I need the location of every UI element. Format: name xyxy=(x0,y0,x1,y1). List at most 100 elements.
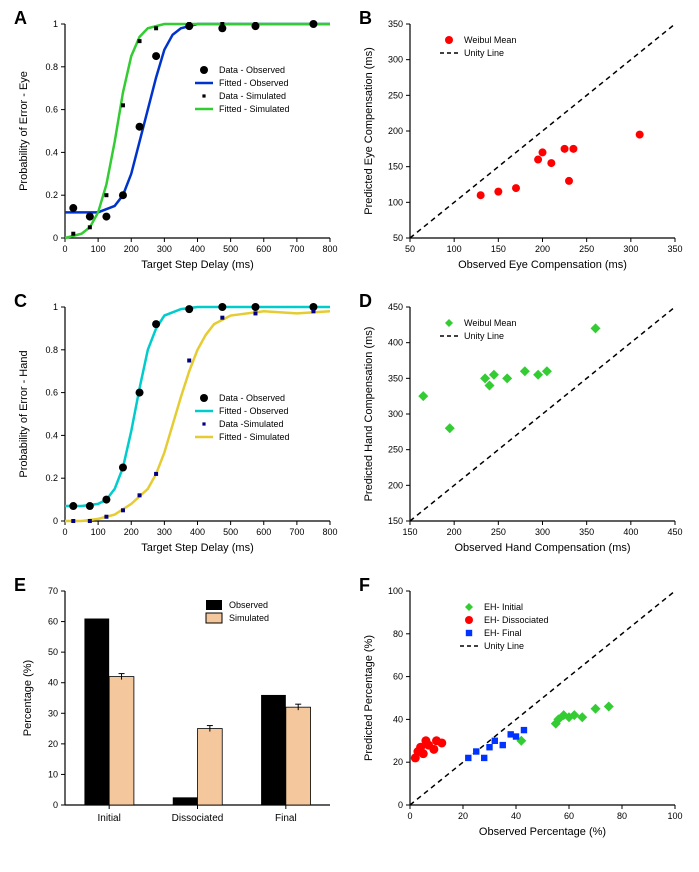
svg-text:200: 200 xyxy=(388,126,403,136)
panel-label-a: A xyxy=(14,8,27,29)
panel-b: B501001502002503003505010015020025030035… xyxy=(355,10,690,283)
svg-text:Initial: Initial xyxy=(97,813,120,824)
svg-text:30: 30 xyxy=(48,708,58,718)
svg-text:100: 100 xyxy=(388,197,403,207)
svg-text:80: 80 xyxy=(617,811,627,821)
panel-label-c: C xyxy=(14,291,27,312)
svg-text:EH- Initial: EH- Initial xyxy=(484,602,523,612)
svg-text:Final: Final xyxy=(275,813,297,824)
svg-text:Target Step Delay (ms): Target Step Delay (ms) xyxy=(141,542,253,554)
svg-text:Fitted - Simulated: Fitted - Simulated xyxy=(219,432,290,442)
svg-text:0: 0 xyxy=(53,800,58,810)
svg-text:Data - Observed: Data - Observed xyxy=(219,65,285,75)
svg-text:150: 150 xyxy=(402,527,417,537)
svg-text:40: 40 xyxy=(48,677,58,687)
panel-c: C010020030040050060070080000.20.40.60.81… xyxy=(10,293,345,566)
svg-text:0: 0 xyxy=(53,233,58,243)
svg-text:60: 60 xyxy=(48,616,58,626)
svg-text:Observed: Observed xyxy=(229,600,268,610)
svg-text:Observed Percentage (%): Observed Percentage (%) xyxy=(479,826,606,838)
svg-text:200: 200 xyxy=(124,244,139,254)
svg-text:400: 400 xyxy=(388,338,403,348)
svg-text:700: 700 xyxy=(289,527,304,537)
svg-text:400: 400 xyxy=(623,527,638,537)
svg-text:450: 450 xyxy=(667,527,682,537)
svg-text:Simulated: Simulated xyxy=(229,613,269,623)
svg-text:Unity Line: Unity Line xyxy=(464,48,504,58)
svg-text:EH- Dissociated: EH- Dissociated xyxy=(484,615,549,625)
svg-text:100: 100 xyxy=(388,586,403,596)
svg-text:0: 0 xyxy=(398,800,403,810)
svg-text:Predicted Hand Compensation (m: Predicted Hand Compensation (ms) xyxy=(363,327,375,502)
svg-text:Unity Line: Unity Line xyxy=(484,641,524,651)
svg-text:300: 300 xyxy=(388,55,403,65)
svg-text:500: 500 xyxy=(223,527,238,537)
svg-text:400: 400 xyxy=(190,244,205,254)
svg-text:100: 100 xyxy=(91,244,106,254)
svg-text:60: 60 xyxy=(393,671,403,681)
svg-text:200: 200 xyxy=(388,481,403,491)
svg-text:450: 450 xyxy=(388,302,403,312)
svg-text:Data - Simulated: Data - Simulated xyxy=(219,91,286,101)
svg-text:40: 40 xyxy=(393,714,403,724)
svg-text:Data -Simulated: Data -Simulated xyxy=(219,419,284,429)
svg-text:200: 200 xyxy=(535,244,550,254)
svg-text:70: 70 xyxy=(48,586,58,596)
svg-text:350: 350 xyxy=(388,374,403,384)
svg-text:50: 50 xyxy=(48,647,58,657)
svg-text:250: 250 xyxy=(388,90,403,100)
panel-d: D150200250300350400450150200250300350400… xyxy=(355,293,690,566)
svg-text:EH- Final: EH- Final xyxy=(484,628,522,638)
svg-text:150: 150 xyxy=(388,162,403,172)
svg-text:0.8: 0.8 xyxy=(45,62,58,72)
svg-text:200: 200 xyxy=(124,527,139,537)
svg-text:Probability of Error - Hand: Probability of Error - Hand xyxy=(18,351,30,478)
svg-text:20: 20 xyxy=(48,739,58,749)
svg-text:100: 100 xyxy=(91,527,106,537)
svg-text:50: 50 xyxy=(393,233,403,243)
svg-text:0: 0 xyxy=(62,527,67,537)
svg-text:400: 400 xyxy=(190,527,205,537)
svg-text:0.6: 0.6 xyxy=(45,105,58,115)
svg-text:Percentage (%): Percentage (%) xyxy=(22,659,34,735)
svg-text:Predicted Eye Compensation (ms: Predicted Eye Compensation (ms) xyxy=(363,47,375,215)
svg-text:0.8: 0.8 xyxy=(45,345,58,355)
svg-text:0.4: 0.4 xyxy=(45,147,58,157)
svg-text:250: 250 xyxy=(491,527,506,537)
svg-text:20: 20 xyxy=(458,811,468,821)
panel-label-e: E xyxy=(14,575,26,596)
svg-text:10: 10 xyxy=(48,769,58,779)
svg-text:0: 0 xyxy=(62,244,67,254)
svg-text:Observed Hand Compensation (ms: Observed Hand Compensation (ms) xyxy=(454,542,630,554)
panel-a: A010020030040050060070080000.20.40.60.81… xyxy=(10,10,345,283)
svg-text:0.6: 0.6 xyxy=(45,388,58,398)
svg-text:60: 60 xyxy=(564,811,574,821)
svg-text:200: 200 xyxy=(447,527,462,537)
svg-text:350: 350 xyxy=(579,527,594,537)
svg-text:Dissociated: Dissociated xyxy=(172,813,224,824)
svg-text:250: 250 xyxy=(579,244,594,254)
panel-label-b: B xyxy=(359,8,372,29)
svg-text:Unity Line: Unity Line xyxy=(464,331,504,341)
panel-label-d: D xyxy=(359,291,372,312)
svg-text:350: 350 xyxy=(667,244,682,254)
svg-text:800: 800 xyxy=(322,244,337,254)
svg-text:1: 1 xyxy=(53,302,58,312)
svg-text:Fitted - Observed: Fitted - Observed xyxy=(219,406,289,416)
svg-text:0.4: 0.4 xyxy=(45,431,58,441)
svg-text:250: 250 xyxy=(388,445,403,455)
panel-f: F020406080100020406080100Observed Percen… xyxy=(355,577,690,850)
figure-grid: A010020030040050060070080000.20.40.60.81… xyxy=(10,10,690,850)
svg-text:40: 40 xyxy=(511,811,521,821)
svg-text:300: 300 xyxy=(535,527,550,537)
svg-text:700: 700 xyxy=(289,244,304,254)
svg-text:600: 600 xyxy=(256,527,271,537)
svg-text:100: 100 xyxy=(447,244,462,254)
svg-text:0.2: 0.2 xyxy=(45,190,58,200)
svg-text:Data - Observed: Data - Observed xyxy=(219,393,285,403)
svg-text:Fitted - Simulated: Fitted - Simulated xyxy=(219,104,290,114)
svg-text:600: 600 xyxy=(256,244,271,254)
svg-text:Observed Eye Compensation (ms): Observed Eye Compensation (ms) xyxy=(458,259,627,271)
svg-text:150: 150 xyxy=(388,516,403,526)
svg-text:0: 0 xyxy=(53,516,58,526)
